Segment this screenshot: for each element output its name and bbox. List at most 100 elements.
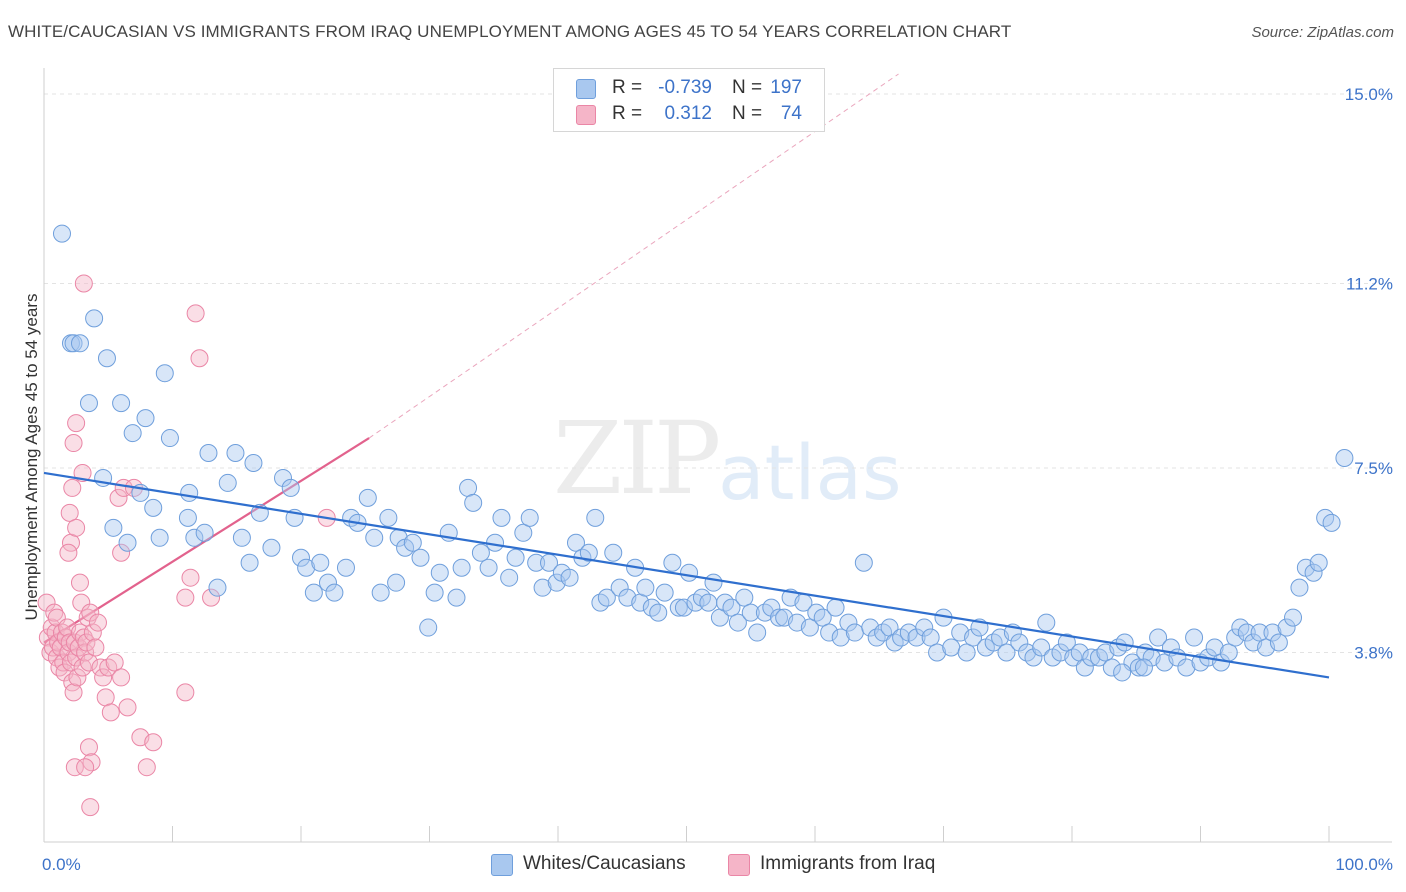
iraq-point [112, 668, 131, 687]
iraq-point [67, 414, 86, 433]
white-point [520, 508, 539, 527]
white-point [1219, 643, 1238, 662]
white-point [1129, 658, 1148, 677]
iraq-point [77, 633, 96, 652]
y-tick-label: 11.2% [1346, 274, 1393, 293]
white-point [997, 643, 1016, 662]
white-point [262, 538, 281, 557]
iraq-point [59, 543, 78, 562]
iraq-point [86, 638, 105, 657]
white-point [325, 583, 344, 602]
white-point [379, 508, 398, 527]
white-point [387, 573, 406, 592]
white-point [813, 608, 832, 627]
white-point [185, 528, 204, 547]
white-point [800, 618, 819, 637]
white-point [669, 598, 688, 617]
iraq-point [79, 738, 98, 757]
iraq-point [76, 758, 95, 777]
iraq-point [60, 503, 79, 522]
iraq-point [63, 478, 82, 497]
white-point [735, 588, 754, 607]
white-point [411, 548, 430, 567]
white-point [358, 488, 377, 507]
white-point [762, 598, 781, 617]
iraq-point [61, 653, 80, 672]
white-point [292, 548, 310, 567]
white-point [336, 558, 355, 577]
iraq-point [73, 463, 92, 482]
iraq-point [88, 613, 107, 632]
white-point [160, 429, 179, 448]
white-point [704, 573, 723, 592]
white-point [97, 349, 116, 368]
white-point [741, 603, 760, 622]
r-label: R = [612, 77, 643, 98]
r-value: -0.739 [658, 77, 712, 98]
iraq-points [37, 274, 336, 817]
white-point [136, 409, 155, 428]
white-point [1134, 658, 1153, 677]
white-point [604, 543, 623, 562]
iraq-point [81, 798, 100, 817]
white-point [942, 638, 961, 657]
iraq-point [118, 698, 137, 717]
white-point [964, 628, 983, 647]
iraq-point [70, 573, 89, 592]
white-point [70, 334, 89, 353]
iraq-point [186, 304, 205, 323]
white-point [649, 603, 668, 622]
white-point [85, 309, 104, 328]
white-point [311, 553, 330, 572]
white-point [680, 563, 699, 582]
white-point [195, 523, 214, 542]
white-point [492, 508, 511, 527]
white-point [208, 578, 227, 597]
iraq-point [96, 688, 115, 707]
iraq-point [144, 733, 163, 752]
y-tick-label: 15.0% [1345, 85, 1393, 104]
white-point [506, 548, 525, 567]
white-point [425, 583, 444, 602]
white-point [1032, 638, 1051, 657]
x-tick-label: 100.0% [1335, 855, 1393, 874]
white-point [1075, 658, 1094, 677]
white-point [820, 623, 839, 642]
white-point [118, 533, 137, 552]
iraq-point [37, 593, 56, 612]
white-point [244, 453, 263, 472]
white-point [1322, 513, 1341, 532]
white-point [1335, 449, 1354, 467]
white-point [150, 528, 169, 547]
white-point [226, 444, 245, 463]
white-point [728, 613, 747, 632]
white-point [1304, 563, 1323, 582]
legend-row-white: R = -0.739 N = 197 [554, 75, 824, 101]
watermark-zip: ZIP [553, 400, 721, 517]
series-legend: Whites/Caucasians Immigrants from Iraq [0, 852, 1406, 878]
white-point [674, 598, 693, 617]
white-point [854, 553, 873, 572]
legend-row-iraq: R = 0.312 N = 74 [554, 101, 824, 127]
white-point [1237, 623, 1256, 642]
legend-swatch-white [491, 854, 513, 876]
white-point [610, 578, 629, 597]
iraq-point [68, 668, 87, 687]
white-point [663, 553, 682, 572]
iraq-point [64, 683, 83, 702]
white-point [430, 563, 449, 582]
white-point [1185, 628, 1204, 647]
white-point [527, 553, 546, 572]
white-point [826, 598, 845, 617]
white-point [1010, 633, 1029, 652]
iraq-point [137, 758, 156, 777]
white-point [921, 628, 940, 647]
white-point [579, 543, 598, 562]
iraq-point [67, 518, 86, 537]
white-point [500, 568, 519, 587]
white-point [218, 473, 237, 492]
white-point [586, 508, 605, 527]
iraq-point [190, 349, 209, 368]
white-point [1102, 658, 1121, 677]
